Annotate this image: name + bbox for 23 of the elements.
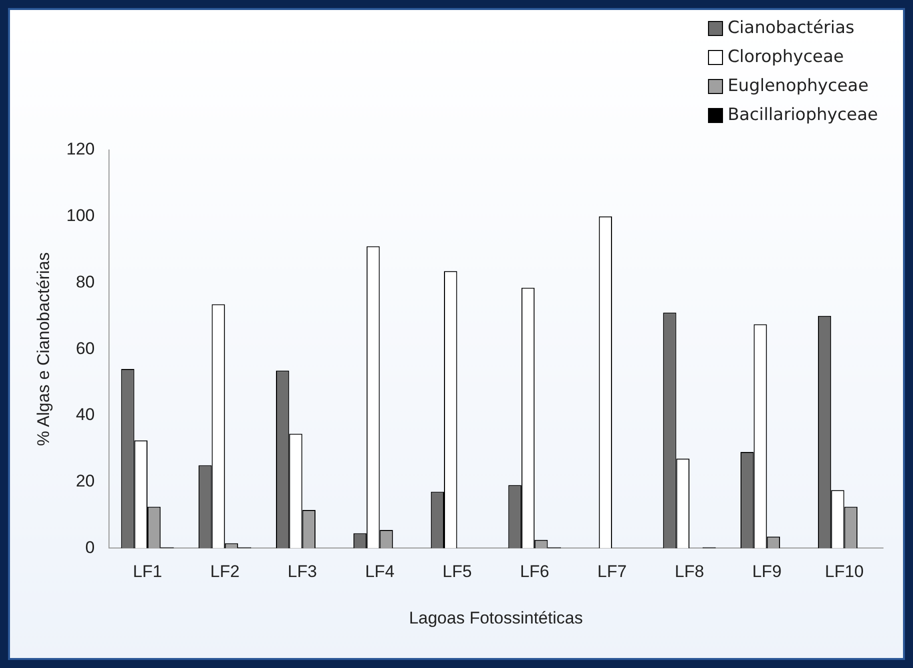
y-tick-label: 80 [76, 272, 95, 292]
x-tick-label: LF4 [365, 562, 394, 582]
x-tick-label: LF8 [674, 562, 704, 582]
y-tick-label: 0 [85, 538, 95, 557]
x-tick-label: LF3 [288, 562, 317, 582]
y-tick-label: 60 [76, 338, 95, 358]
x-tick-label: LF5 [442, 562, 472, 582]
x-tick-label: LF2 [210, 562, 240, 582]
legend-label: Cianobactérias [728, 17, 854, 40]
y-tick-label: 20 [76, 472, 95, 491]
y-tick-label: 100 [66, 206, 95, 226]
x-tick-label: LF10 [824, 562, 864, 582]
legend-label: Clorophyceae [728, 46, 844, 69]
y-axis-title: % Algas e Cianobactérias [34, 252, 53, 446]
x-tick-label: LF6 [520, 562, 550, 582]
x-tick-label: LF1 [132, 562, 162, 582]
x-axis-title: Lagoas Fotossintéticas [408, 608, 583, 628]
legend-label: Euglenophyceae [728, 75, 869, 98]
x-tick-label: LF9 [752, 562, 782, 582]
legend-label: Bacillariophyceae [728, 104, 878, 127]
y-tick-label: 120 [66, 140, 95, 159]
y-tick-label: 40 [76, 405, 95, 424]
x-tick-label: LF7 [597, 562, 627, 582]
